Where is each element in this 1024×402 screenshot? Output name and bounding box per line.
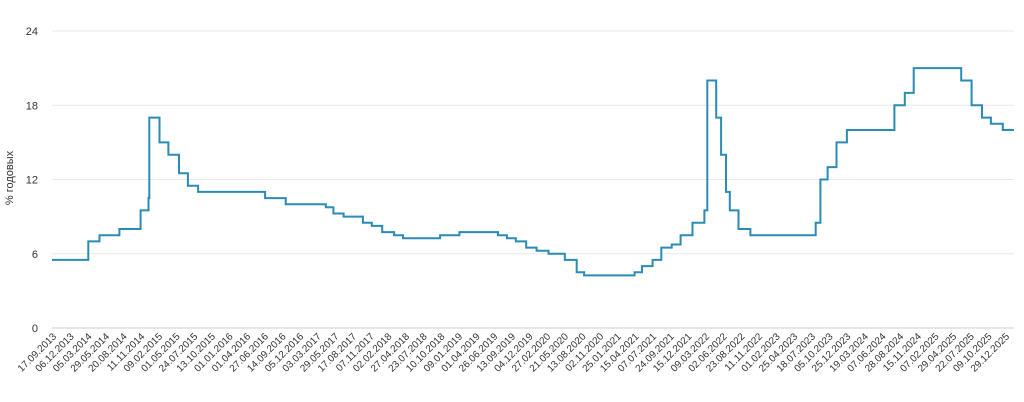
y-tick-label: 0 (32, 323, 38, 335)
y-tick-label: 6 (32, 249, 38, 261)
y-tick-label: 18 (26, 100, 38, 112)
gridlines (52, 30, 1014, 255)
series-layer (52, 67, 1014, 277)
y-tick-label: 12 (26, 175, 38, 187)
y-tick-label: 24 (26, 26, 38, 38)
y-axis-ticks: 0 6 12 18 24 (26, 26, 38, 335)
y-axis-label: % годовых (4, 150, 16, 205)
x-axis-ticks: 17.09.201306.12.201305.03.201429.05.2014… (16, 331, 1012, 374)
key-rate-series-line (52, 67, 1014, 277)
